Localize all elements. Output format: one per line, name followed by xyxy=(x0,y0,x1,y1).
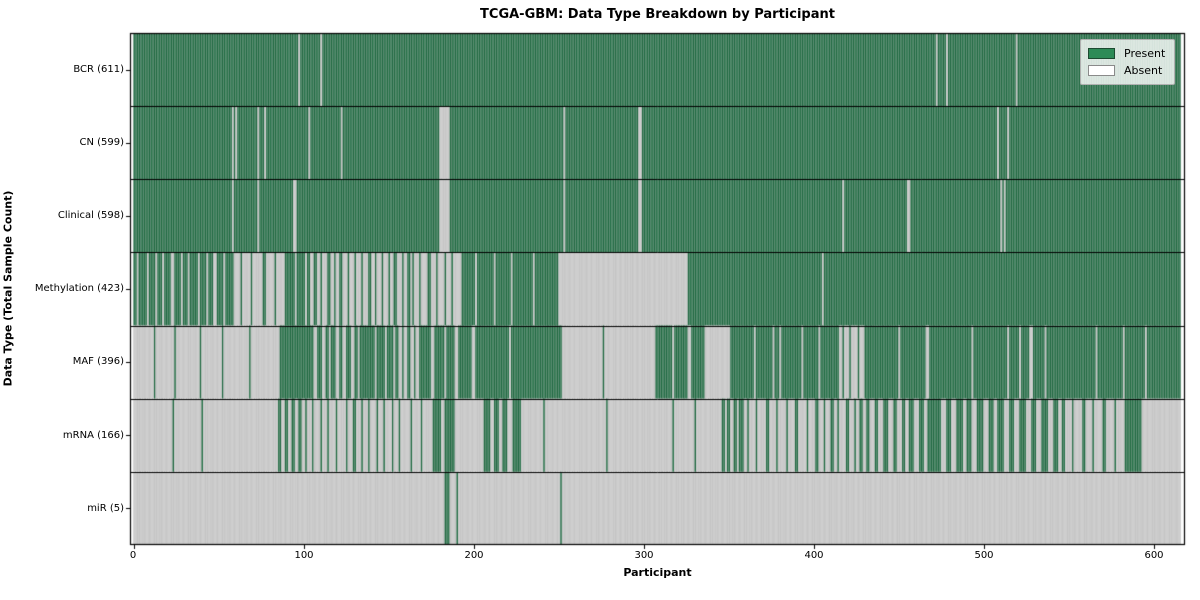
legend-item-absent: Absent xyxy=(1088,62,1167,79)
chart-title: TCGA-GBM: Data Type Breakdown by Partici… xyxy=(480,7,835,22)
legend-present-label: Present xyxy=(1124,47,1166,60)
y-tick-label-methylation: Methylation (423) xyxy=(34,283,124,294)
x-tick-label-600: 600 xyxy=(1144,550,1164,561)
x-tick-label-500: 500 xyxy=(974,550,994,561)
y-tick-label-mir: miR (5) xyxy=(87,503,124,514)
x-axis-label: Participant xyxy=(623,566,692,579)
legend-absent-label: Absent xyxy=(1124,64,1163,77)
legend-absent-swatch xyxy=(1088,65,1115,76)
legend-present-swatch xyxy=(1088,48,1115,59)
y-tick-label-bcr: BCR (611) xyxy=(73,64,124,75)
x-tick-label-0: 0 xyxy=(129,550,137,561)
x-tick-label-400: 400 xyxy=(804,550,824,561)
y-tick-label-clinical: Clinical (598) xyxy=(57,210,124,221)
x-tick-label-200: 200 xyxy=(464,550,484,561)
y-tick-label-maf: MAF (396) xyxy=(72,356,124,367)
legend-item-present: Present xyxy=(1088,45,1167,62)
y-tick-label-cn: CN (599) xyxy=(79,137,124,148)
x-tick-label-300: 300 xyxy=(634,550,654,561)
y-tick-label-mrna: mRNA (166) xyxy=(62,430,124,441)
x-tick-label-100: 100 xyxy=(294,550,314,561)
legend: Present Absent xyxy=(1080,39,1175,85)
